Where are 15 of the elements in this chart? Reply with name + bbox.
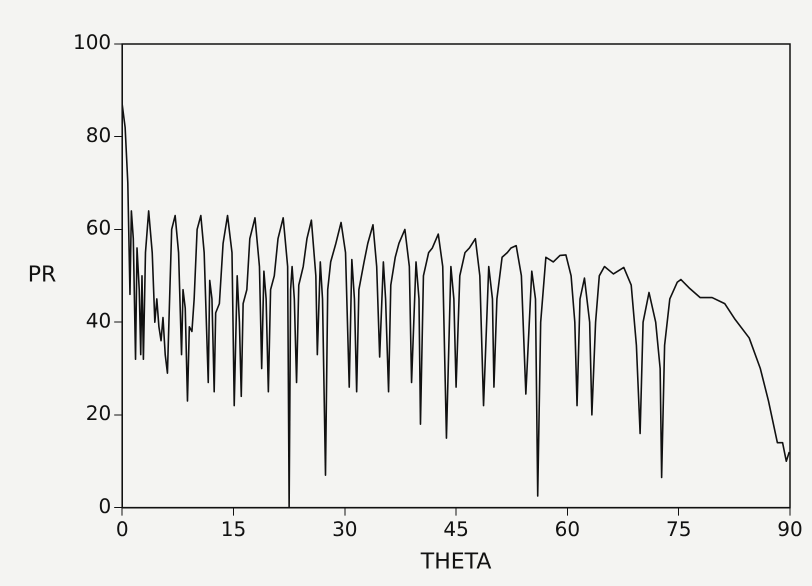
x-tick-label: 15 xyxy=(220,516,246,541)
y-tick-label: 0 xyxy=(98,494,112,518)
x-tick-label: 0 xyxy=(116,516,129,541)
x-axis-title: THETA xyxy=(420,550,492,575)
x-tick-label: 45 xyxy=(443,516,469,541)
y-tick-label: 40 xyxy=(86,308,112,332)
y-tick-label: 20 xyxy=(86,401,112,426)
x-tick-label: 90 xyxy=(777,516,803,541)
y-tick-label: 80 xyxy=(86,122,112,147)
x-tick-label: 60 xyxy=(554,516,580,541)
x-tick-label: 75 xyxy=(666,516,692,541)
y-tick-label: 60 xyxy=(86,216,112,240)
x-tick-label: 30 xyxy=(332,516,358,541)
y-tick-label: 100 xyxy=(72,30,112,54)
y-axis-title: PR xyxy=(28,262,56,288)
